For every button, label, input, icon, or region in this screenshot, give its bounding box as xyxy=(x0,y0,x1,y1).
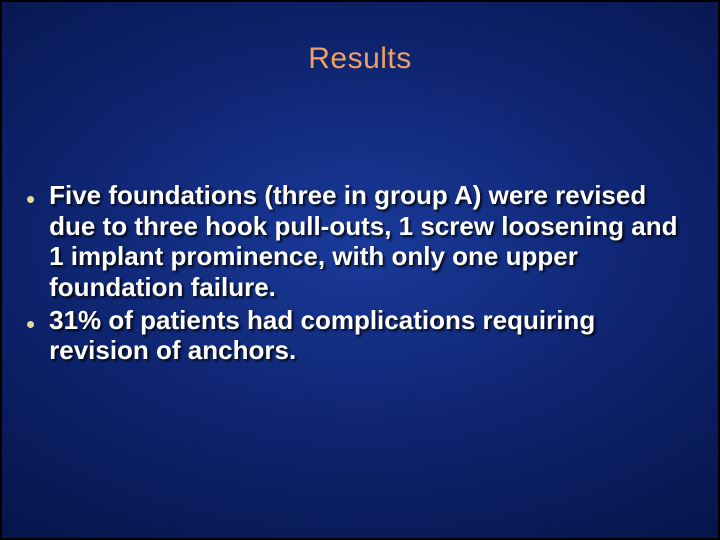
bullet-text: 31% of patients had complications requir… xyxy=(49,305,688,366)
slide-body: • Five foundations (three in group A) we… xyxy=(26,180,688,368)
slide-container: Results • Five foundations (three in gro… xyxy=(0,0,720,540)
bullet-icon: • xyxy=(26,311,35,337)
slide-title: Results xyxy=(2,42,718,76)
list-item: • Five foundations (three in group A) we… xyxy=(26,180,688,303)
bullet-text: Five foundations (three in group A) were… xyxy=(49,180,688,303)
list-item: • 31% of patients had complications requ… xyxy=(26,305,688,366)
bullet-icon: • xyxy=(26,186,35,212)
